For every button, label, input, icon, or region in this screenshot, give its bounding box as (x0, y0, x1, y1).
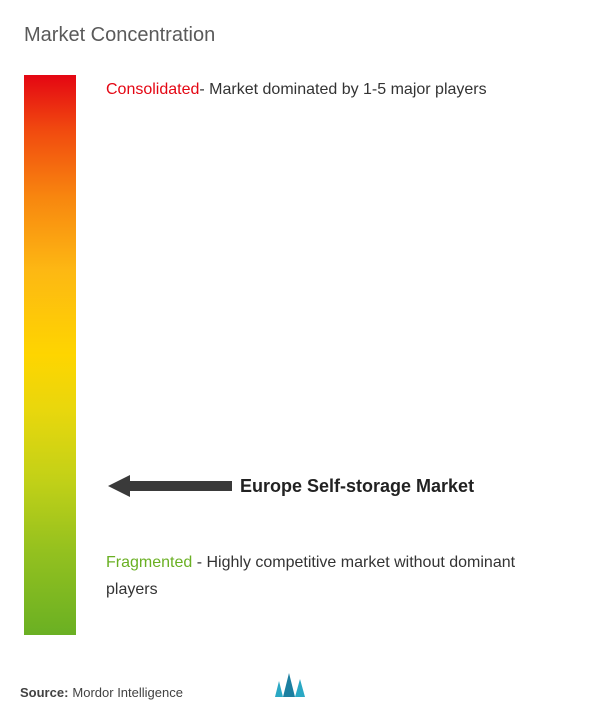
source-label: Source: (20, 685, 68, 700)
consolidated-label: Consolidated- Market dominated by 1-5 ma… (106, 81, 487, 99)
mordor-logo-icon (273, 671, 309, 704)
fragmented-label: Fragmented - Highly competitive market w… (106, 549, 566, 603)
marker-label: Europe Self-storage Market (240, 476, 474, 497)
chart-title: Market Concentration (24, 24, 569, 47)
source-value: Mordor Intelligence (72, 685, 183, 700)
chart-footer: Source: Mordor Intelligence (20, 685, 569, 700)
concentration-gradient-bar (24, 75, 76, 635)
consolidated-description: - Market dominated by 1-5 major players (199, 81, 486, 98)
marker-arrow-icon (108, 473, 232, 499)
chart-area: Consolidated- Market dominated by 1-5 ma… (20, 75, 569, 635)
fragmented-term: Fragmented (106, 554, 192, 571)
consolidated-term: Consolidated (106, 81, 199, 98)
